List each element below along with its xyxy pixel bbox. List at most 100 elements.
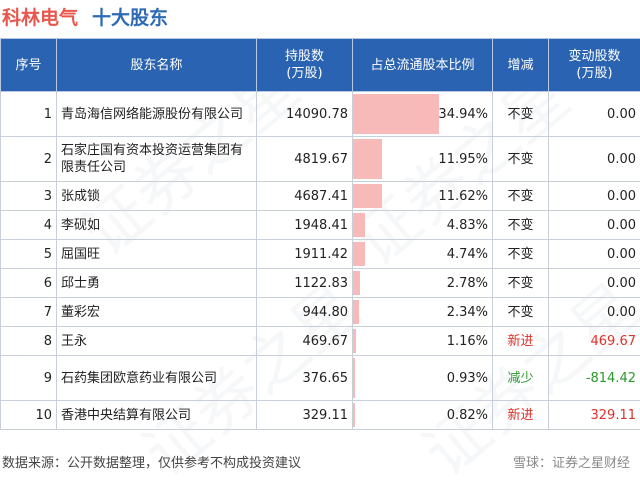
cell-shares: 469.67 <box>257 327 353 356</box>
col-header-change-amount: 变动股数 (万股) <box>549 39 640 92</box>
cell-change: 不变 <box>493 269 549 298</box>
cell-change-amount: 0.00 <box>549 137 640 182</box>
ratio-bar <box>353 329 356 353</box>
cell-change-amount: 0.00 <box>549 92 640 137</box>
ratio-value: 4.74% <box>447 247 488 262</box>
ratio-bar <box>353 403 355 427</box>
cell-rank: 10 <box>1 401 57 430</box>
cell-change-amount: 0.00 <box>549 240 640 269</box>
ratio-bar <box>353 358 355 398</box>
cell-ratio: 2.78% <box>353 269 493 298</box>
cell-change-amount: 0.00 <box>549 182 640 211</box>
ratio-value: 34.94% <box>438 107 488 122</box>
cell-change-amount: 329.11 <box>549 401 640 430</box>
cell-ratio: 0.82% <box>353 401 493 430</box>
ratio-value: 0.93% <box>447 371 488 386</box>
cell-shares: 14090.78 <box>257 92 353 137</box>
cell-ratio: 1.16% <box>353 327 493 356</box>
col-header-rank: 序号 <box>1 39 57 92</box>
cell-ratio: 34.94% <box>353 92 493 137</box>
footer-logo: 雪球：证券之星财经 <box>513 452 630 471</box>
ratio-bar <box>353 139 382 179</box>
cell-change: 新进 <box>493 401 549 430</box>
cell-name: 石家庄国有资本投资运营集团有限责任公司 <box>57 137 257 182</box>
cell-name: 石药集团欧意药业有限公司 <box>57 356 257 401</box>
cell-ratio: 2.34% <box>353 298 493 327</box>
footer-source: 数据来源：公开数据整理，仅供参考不构成投资建议 <box>2 452 301 471</box>
cell-name: 青岛海信网络能源股份有限公司 <box>57 92 257 137</box>
cell-name: 董彩宏 <box>57 298 257 327</box>
ratio-bar <box>353 300 359 324</box>
title-bar: 科林电气 十大股东 <box>0 0 640 38</box>
cell-change-amount: 469.67 <box>549 327 640 356</box>
cell-shares: 1948.41 <box>257 211 353 240</box>
cell-rank: 2 <box>1 137 57 182</box>
cell-change: 不变 <box>493 92 549 137</box>
cell-rank: 7 <box>1 298 57 327</box>
cell-name: 屈国旺 <box>57 240 257 269</box>
cell-shares: 4819.67 <box>257 137 353 182</box>
header-row: 序号 股东名称 持股数 (万股) 占总流通股本比例 增减 变动股数 (万股) <box>1 39 640 92</box>
cell-name: 香港中央结算有限公司 <box>57 401 257 430</box>
cell-rank: 4 <box>1 211 57 240</box>
cell-rank: 9 <box>1 356 57 401</box>
cell-change: 不变 <box>493 182 549 211</box>
ratio-bar <box>353 271 360 295</box>
cell-shares: 944.80 <box>257 298 353 327</box>
ratio-value: 2.34% <box>447 305 488 320</box>
cell-change-amount: 0.00 <box>549 298 640 327</box>
ratio-value: 0.82% <box>447 408 488 423</box>
cell-change: 新进 <box>493 327 549 356</box>
cell-change: 不变 <box>493 137 549 182</box>
company-title: 科林电气 <box>2 3 78 30</box>
ratio-bar <box>353 94 439 134</box>
cell-ratio: 4.83% <box>353 211 493 240</box>
cell-name: 李砚如 <box>57 211 257 240</box>
ratio-value: 2.78% <box>447 276 488 291</box>
cell-shares: 376.65 <box>257 356 353 401</box>
cell-change: 不变 <box>493 240 549 269</box>
ratio-bar <box>353 184 382 208</box>
cell-ratio: 4.74% <box>353 240 493 269</box>
cell-rank: 3 <box>1 182 57 211</box>
col-header-ratio: 占总流通股本比例 <box>353 39 493 92</box>
ratio-bar <box>353 242 365 266</box>
cell-ratio: 0.93% <box>353 356 493 401</box>
cell-name: 邱士勇 <box>57 269 257 298</box>
cell-shares: 329.11 <box>257 401 353 430</box>
cell-rank: 1 <box>1 92 57 137</box>
ratio-value: 4.83% <box>447 218 488 233</box>
cell-shares: 1122.83 <box>257 269 353 298</box>
cell-ratio: 11.62% <box>353 182 493 211</box>
col-header-name: 股东名称 <box>57 39 257 92</box>
cell-shares: 1911.42 <box>257 240 353 269</box>
cell-change: 不变 <box>493 298 549 327</box>
cell-ratio: 11.95% <box>353 137 493 182</box>
col-header-change: 增减 <box>493 39 549 92</box>
ratio-value: 11.62% <box>438 189 488 204</box>
ratio-value: 1.16% <box>447 334 488 349</box>
ratio-value: 11.95% <box>438 152 488 167</box>
cell-change-amount: 0.00 <box>549 269 640 298</box>
cell-change: 减少 <box>493 356 549 401</box>
section-title: 十大股东 <box>92 3 168 30</box>
top-ten-shareholders-table: 序号 股东名称 持股数 (万股) 占总流通股本比例 增减 变动股数 (万股) 1… <box>0 38 640 430</box>
cell-shares: 4687.41 <box>257 182 353 211</box>
cell-change: 不变 <box>493 211 549 240</box>
col-header-shares: 持股数 (万股) <box>257 39 353 92</box>
cell-name: 王永 <box>57 327 257 356</box>
cell-rank: 5 <box>1 240 57 269</box>
cell-rank: 6 <box>1 269 57 298</box>
cell-change-amount: -814.42 <box>549 356 640 401</box>
cell-rank: 8 <box>1 327 57 356</box>
ratio-bar <box>353 213 365 237</box>
